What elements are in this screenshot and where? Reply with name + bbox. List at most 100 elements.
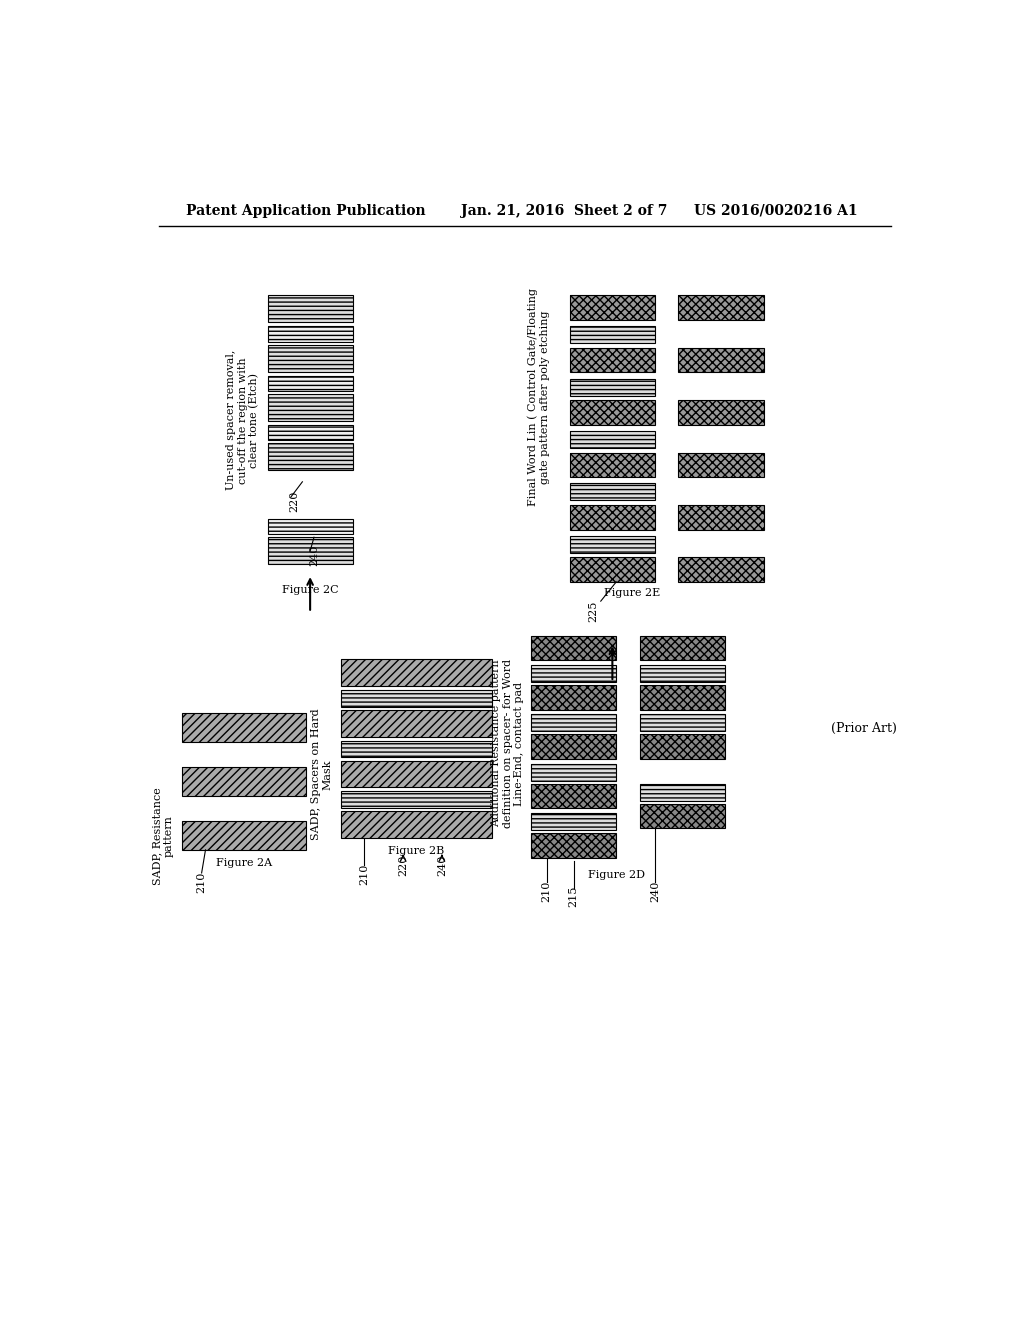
Bar xyxy=(341,812,493,838)
Bar xyxy=(640,636,725,660)
Bar xyxy=(531,665,616,682)
Text: 220: 220 xyxy=(290,490,300,512)
Text: Figure 2A: Figure 2A xyxy=(216,858,272,869)
Bar xyxy=(341,792,493,808)
Bar xyxy=(182,767,306,796)
Bar xyxy=(531,714,616,731)
Bar xyxy=(531,763,616,780)
Bar xyxy=(267,326,352,342)
Bar xyxy=(341,710,493,737)
Text: Final Word Lin ( Control Gate/Floating
gate pattern after poly etching: Final Word Lin ( Control Gate/Floating g… xyxy=(527,288,550,506)
Bar xyxy=(531,665,616,682)
Bar xyxy=(341,812,493,838)
Bar xyxy=(678,557,764,582)
Bar xyxy=(569,379,655,396)
Bar xyxy=(531,784,616,808)
Bar xyxy=(678,506,764,529)
Bar xyxy=(569,296,655,321)
Bar xyxy=(678,348,764,372)
Bar xyxy=(182,713,306,742)
Bar xyxy=(267,444,352,470)
Bar xyxy=(569,400,655,425)
Bar xyxy=(678,400,764,425)
Bar xyxy=(341,760,493,788)
Bar xyxy=(267,345,352,372)
Bar xyxy=(531,636,616,660)
Text: 215: 215 xyxy=(568,886,579,907)
Bar xyxy=(678,453,764,478)
Text: 225: 225 xyxy=(588,601,598,622)
Bar xyxy=(640,804,725,829)
Bar xyxy=(267,519,352,535)
Bar xyxy=(640,714,725,731)
Bar xyxy=(531,833,616,858)
Text: US 2016/0020216 A1: US 2016/0020216 A1 xyxy=(693,203,857,218)
Bar xyxy=(569,506,655,529)
Bar xyxy=(267,537,352,564)
Bar xyxy=(341,659,493,686)
Text: Jan. 21, 2016  Sheet 2 of 7: Jan. 21, 2016 Sheet 2 of 7 xyxy=(461,203,668,218)
Bar xyxy=(569,379,655,396)
Bar xyxy=(267,345,352,372)
Bar xyxy=(640,665,725,682)
Bar xyxy=(341,760,493,788)
Bar xyxy=(341,792,493,808)
Text: Un-used spacer removal,
cut-off the region with
clear tone (Etch): Un-used spacer removal, cut-off the regi… xyxy=(226,350,259,491)
Text: Figure 2B: Figure 2B xyxy=(388,846,444,857)
Bar xyxy=(569,348,655,372)
Bar xyxy=(640,734,725,759)
Bar xyxy=(267,537,352,564)
Bar xyxy=(678,557,764,582)
Bar xyxy=(531,734,616,759)
Bar xyxy=(267,376,352,391)
Bar xyxy=(341,659,493,686)
Bar xyxy=(531,784,616,808)
Bar xyxy=(569,296,655,321)
Text: (Prior Art): (Prior Art) xyxy=(831,722,897,735)
Bar xyxy=(267,395,352,421)
Text: 240: 240 xyxy=(437,854,446,876)
Bar xyxy=(640,636,725,660)
Bar xyxy=(267,376,352,391)
Bar xyxy=(569,557,655,582)
Text: Additional Resistance pattern
definition on spacer- for Word
Line-End, contact p: Additional Resistance pattern definition… xyxy=(492,659,524,828)
Bar xyxy=(678,506,764,529)
Text: 240: 240 xyxy=(650,880,660,902)
Bar xyxy=(640,784,725,800)
Bar xyxy=(569,430,655,447)
Bar xyxy=(678,400,764,425)
Text: SADP, Spacers on Hard
Mask: SADP, Spacers on Hard Mask xyxy=(311,709,333,841)
Bar xyxy=(341,689,493,706)
Text: Figure 2E: Figure 2E xyxy=(603,589,659,598)
Bar xyxy=(341,741,493,758)
Bar xyxy=(569,483,655,500)
Bar xyxy=(531,685,616,710)
Bar xyxy=(267,519,352,535)
Bar xyxy=(569,348,655,372)
Bar xyxy=(640,685,725,710)
Bar xyxy=(569,483,655,500)
Text: SADP, Resistance
pattern: SADP, Resistance pattern xyxy=(153,787,174,884)
Bar xyxy=(640,804,725,829)
Bar xyxy=(531,763,616,780)
Bar xyxy=(341,741,493,758)
Bar xyxy=(531,685,616,710)
Bar xyxy=(569,536,655,553)
Bar xyxy=(531,813,616,830)
Bar xyxy=(267,296,352,322)
Bar xyxy=(182,767,306,796)
Bar xyxy=(569,536,655,553)
Bar xyxy=(640,685,725,710)
Text: 210: 210 xyxy=(359,863,370,886)
Bar xyxy=(569,453,655,478)
Text: 240: 240 xyxy=(309,544,319,566)
Bar xyxy=(640,784,725,800)
Bar xyxy=(569,400,655,425)
Bar xyxy=(267,296,352,322)
Bar xyxy=(678,348,764,372)
Bar xyxy=(531,813,616,830)
Text: Patent Application Publication: Patent Application Publication xyxy=(186,203,426,218)
Bar xyxy=(267,425,352,441)
Bar xyxy=(569,430,655,447)
Bar xyxy=(678,453,764,478)
